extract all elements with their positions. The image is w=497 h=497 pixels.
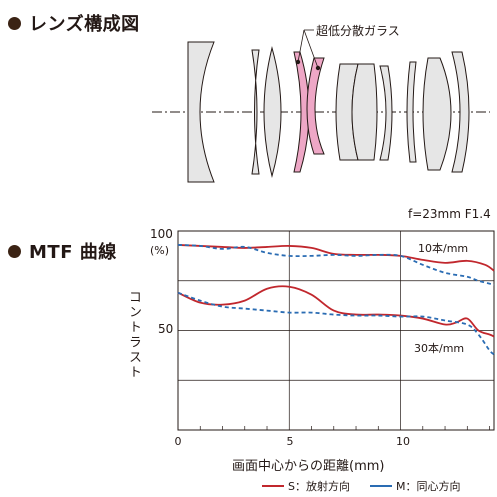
legend-label-m: M：同心方向 [396, 480, 461, 493]
mtf-section-header: MTF 曲線 [8, 238, 117, 264]
lens-element-1 [187, 41, 215, 183]
bullet-icon [8, 16, 21, 30]
lens-element-9 [406, 61, 417, 163]
mtf-section-title: MTF 曲線 [29, 242, 117, 263]
lens-element-3 [263, 46, 282, 178]
ed-pointer-dot-1 [295, 59, 301, 65]
mtf-series-s-30lp [177, 285, 495, 338]
lens-element-2 [251, 49, 260, 175]
legend-sagittal: S：放射方向 [262, 478, 350, 494]
ed-glass-label: 超低分散ガラス [316, 24, 400, 38]
x-tick-5: 5 [286, 435, 294, 448]
ed-lens-element-2 [306, 57, 325, 155]
legend-label-s: S：放射方向 [288, 480, 350, 493]
lens-section-header: レンズ構成図 [8, 10, 140, 36]
ed-lens-element-1 [293, 51, 310, 173]
ed-pointer-line-2 [303, 29, 319, 69]
legend-swatch-solid [262, 485, 284, 487]
curve-label-30lp: 30本/mm [414, 342, 465, 355]
bullet-icon [8, 244, 21, 258]
x-axis-label: 画面中心からの距離(mm) [232, 459, 385, 474]
chart-series [177, 244, 495, 356]
legend-swatch-dashed [370, 485, 392, 487]
x-tick-0: 0 [174, 435, 182, 448]
mtf-series-m-10lp [177, 244, 495, 286]
lens-element-10 [422, 57, 452, 171]
chart-grid [177, 230, 495, 431]
ed-pointer-dot-2 [315, 65, 321, 71]
curve-label-10lp: 10本/mm [418, 242, 469, 255]
y-unit-label: (%) [150, 244, 170, 257]
ed-pointer-line-1 [297, 29, 305, 63]
lens-element-7 [351, 63, 378, 161]
y-axis-label: コントラスト [126, 290, 141, 380]
lens-element-8 [379, 65, 393, 161]
y-tick-50: 50 [158, 322, 174, 336]
y-tick-100: 100 [150, 227, 173, 241]
mtf-series-m-30lp [177, 291, 495, 356]
legend-meridional: M：同心方向 [370, 478, 461, 494]
lens-element-11 [451, 51, 470, 173]
lens-spec: f=23mm F1.4 [408, 207, 491, 221]
lens-section-title: レンズ構成図 [29, 14, 140, 35]
x-tick-10: 10 [396, 435, 410, 448]
